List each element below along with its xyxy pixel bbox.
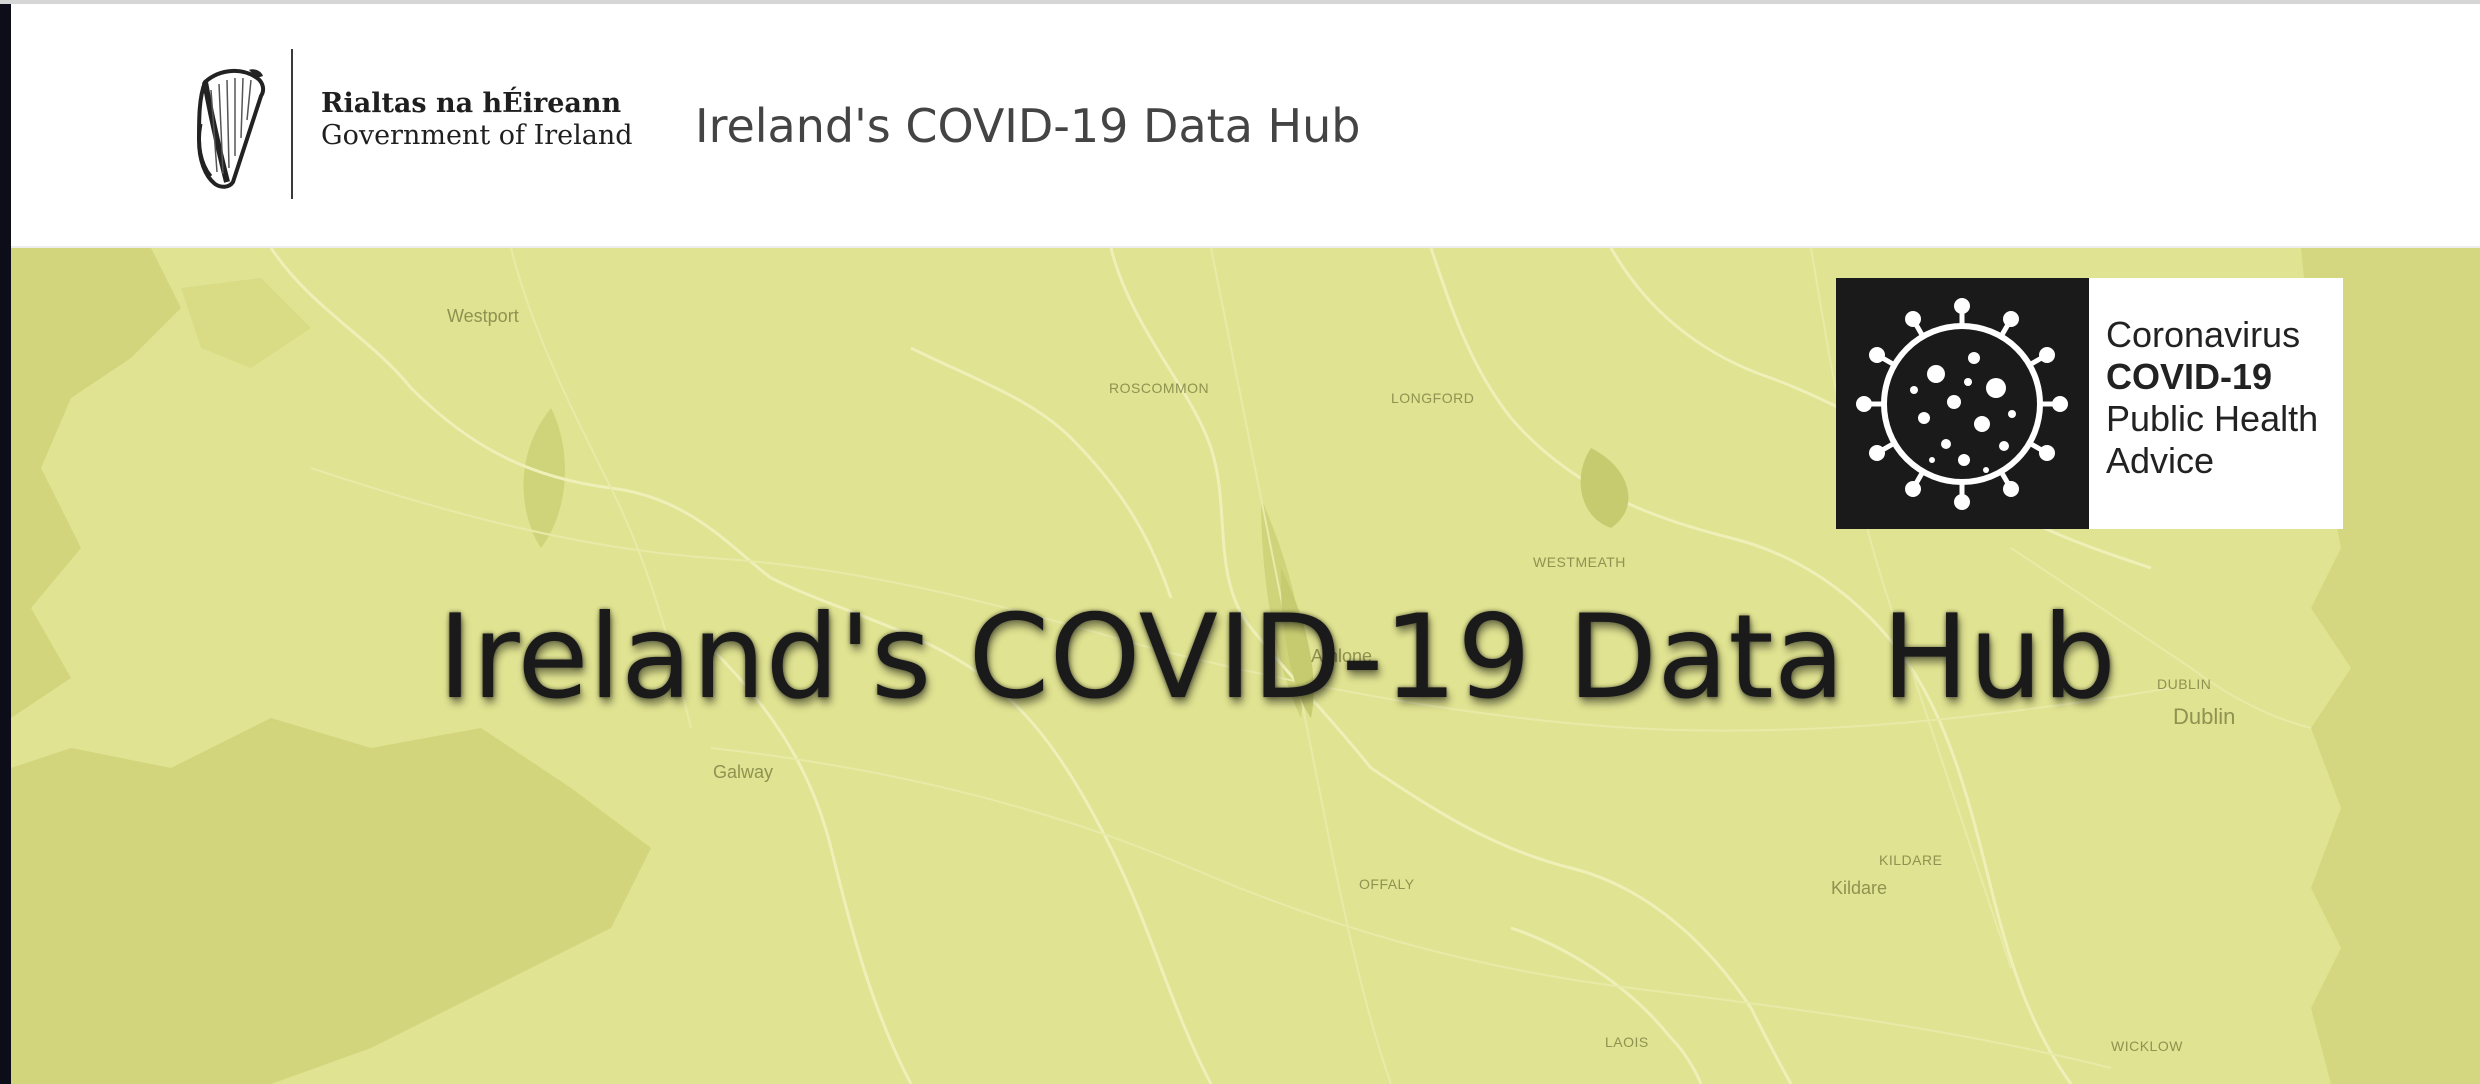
- hero-banner: Westport ROSCOMMON LONGFORD WESTMEATH At…: [11, 248, 2480, 1084]
- covid-card-line1: Coronavirus: [2106, 314, 2301, 355]
- map-label-kildare-town: Kildare: [1831, 878, 1888, 898]
- covid-card-line2: COVID-19: [2106, 356, 2273, 397]
- map-label-dublin-city: Dublin: [2173, 704, 2236, 729]
- map-label-offaly: OFFALY: [1359, 876, 1415, 892]
- gov-brand-wordmark[interactable]: Rialtas na hÉireann Government of Irelan…: [321, 88, 633, 152]
- site-title-link[interactable]: Ireland's COVID-19 Data Hub: [695, 99, 1361, 153]
- map-label-westport: Westport: [447, 306, 519, 326]
- map-label-athlone: Athlone: [1311, 646, 1373, 666]
- window-edge: [0, 0, 11, 1084]
- covid-card-line3: Public Health: [2106, 398, 2319, 439]
- map-label-roscommon: ROSCOMMON: [1109, 380, 1210, 396]
- site-header: Rialtas na hÉireann Government of Irelan…: [11, 4, 2480, 248]
- map-label-wicklow: WICKLOW: [2111, 1038, 2183, 1054]
- hero-title: Ireland's COVID-19 Data Hub: [437, 590, 2117, 725]
- top-border: [0, 0, 2480, 4]
- brand-line-irish: Rialtas na hÉireann: [321, 88, 622, 119]
- virus-icon: [1856, 298, 2068, 510]
- map-label-dublin-county: DUBLIN: [2157, 676, 2212, 692]
- map-background: [11, 248, 2480, 1084]
- covid-card-line4: Advice: [2106, 440, 2215, 481]
- covid-card-text: Coronavirus COVID-19 Public Health Advic…: [2106, 314, 2318, 482]
- map-label-westmeath: WESTMEATH: [1533, 554, 1626, 570]
- map-label-laois: LAOIS: [1605, 1034, 1649, 1050]
- map-label-longford: LONGFORD: [1391, 390, 1475, 406]
- harp-emblem-icon[interactable]: [191, 64, 271, 190]
- covid-icon-box: [1836, 278, 2089, 529]
- brand-line-english: Government of Ireland: [321, 120, 633, 151]
- map-label-galway: Galway: [713, 762, 774, 782]
- brand-divider: [291, 49, 293, 199]
- covid-public-health-advice-link[interactable]: Coronavirus COVID-19 Public Health Advic…: [1836, 278, 2343, 529]
- map-label-kildare-county: KILDARE: [1879, 852, 1943, 868]
